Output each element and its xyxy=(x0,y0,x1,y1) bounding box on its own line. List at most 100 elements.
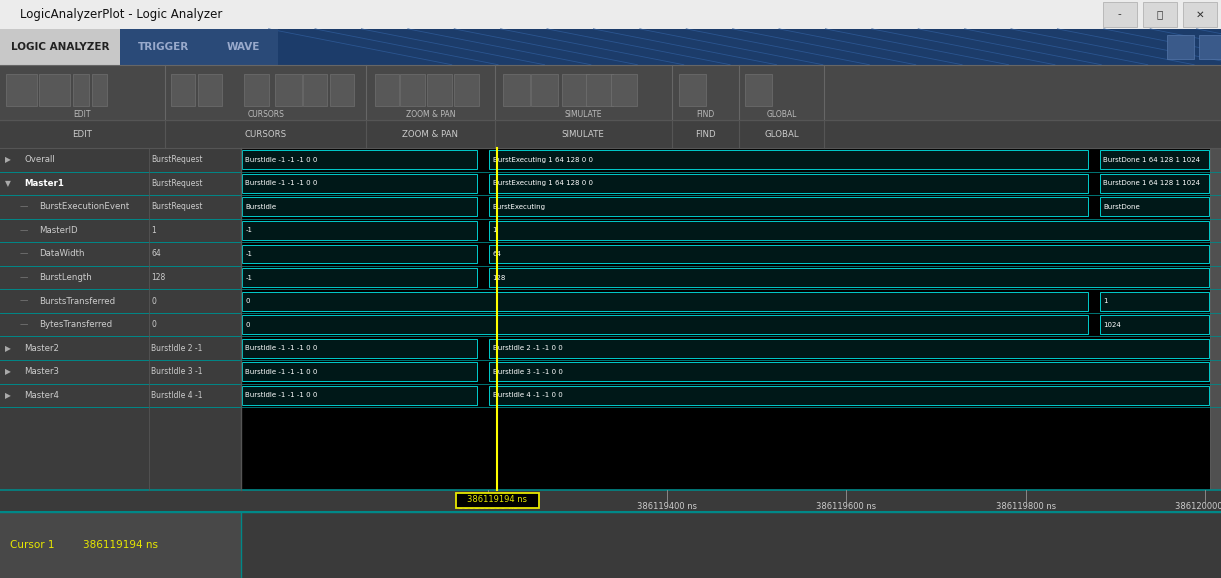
Text: SIMULATE: SIMULATE xyxy=(564,110,602,118)
Bar xyxy=(1210,148,1221,490)
Text: 386119194 ns: 386119194 ns xyxy=(83,540,158,550)
Bar xyxy=(0,512,1221,578)
Text: ✕: ✕ xyxy=(1195,9,1205,20)
Text: ▶: ▶ xyxy=(5,391,11,400)
Text: TRIGGER: TRIGGER xyxy=(138,42,189,52)
Text: -: - xyxy=(1117,9,1122,20)
Bar xyxy=(244,74,269,106)
Text: —: — xyxy=(20,320,28,329)
Text: BurstIdle -1 -1 -1 0 0: BurstIdle -1 -1 -1 0 0 xyxy=(245,180,317,186)
Bar xyxy=(488,150,1088,169)
Text: 386119194 ns: 386119194 ns xyxy=(468,495,527,504)
Text: CURSORS: CURSORS xyxy=(247,110,284,118)
Text: EDIT: EDIT xyxy=(72,129,93,139)
Bar xyxy=(242,150,477,169)
Bar xyxy=(488,221,1209,240)
Text: ▶: ▶ xyxy=(5,344,11,353)
Bar xyxy=(39,74,70,106)
Text: LOGIC ANALYZER: LOGIC ANALYZER xyxy=(11,42,109,52)
Text: Master1: Master1 xyxy=(24,179,65,188)
Bar xyxy=(242,174,477,192)
Bar xyxy=(242,268,477,287)
Text: BurstIdle 4 -1 -1 0 0: BurstIdle 4 -1 -1 0 0 xyxy=(492,392,563,398)
Text: BurstIdle -1 -1 -1 0 0: BurstIdle -1 -1 -1 0 0 xyxy=(245,392,317,398)
Text: BurstIdle 2 -1: BurstIdle 2 -1 xyxy=(151,344,203,353)
Text: 0: 0 xyxy=(245,298,250,304)
Bar xyxy=(275,74,302,106)
Bar xyxy=(488,268,1209,287)
Text: BurstExecuting 1 64 128 0 0: BurstExecuting 1 64 128 0 0 xyxy=(492,157,592,163)
Text: ▶: ▶ xyxy=(5,367,11,376)
Text: BurstIdle 3 -1 -1 0 0: BurstIdle 3 -1 -1 0 0 xyxy=(492,369,563,375)
Bar xyxy=(6,74,37,106)
Bar xyxy=(120,29,208,65)
Text: BurstIdle -1 -1 -1 0 0: BurstIdle -1 -1 -1 0 0 xyxy=(245,369,317,375)
Bar xyxy=(0,512,241,578)
Bar xyxy=(562,74,589,106)
Text: -1: -1 xyxy=(245,251,253,257)
Text: ZOOM & PAN: ZOOM & PAN xyxy=(403,129,458,139)
Text: -1: -1 xyxy=(245,227,253,234)
Text: Master3: Master3 xyxy=(24,367,60,376)
Text: Overall: Overall xyxy=(24,155,55,164)
Text: 1: 1 xyxy=(1104,298,1107,304)
Bar xyxy=(0,0,1221,29)
Bar xyxy=(242,315,1088,334)
Bar xyxy=(171,74,195,106)
Text: FIND: FIND xyxy=(695,129,716,139)
Text: BurstLength: BurstLength xyxy=(39,273,92,282)
Bar xyxy=(241,148,1210,490)
Bar xyxy=(503,74,530,106)
Text: 0: 0 xyxy=(151,320,156,329)
Text: —: — xyxy=(20,202,28,212)
Bar xyxy=(488,362,1209,381)
Bar xyxy=(92,74,107,106)
Text: —: — xyxy=(20,250,28,258)
Bar xyxy=(1167,35,1194,59)
Text: MasterID: MasterID xyxy=(39,226,78,235)
Text: BurstDone 1 64 128 1 1024: BurstDone 1 64 128 1 1024 xyxy=(1104,180,1200,186)
Bar xyxy=(0,490,1221,512)
Bar xyxy=(488,244,1209,264)
Bar xyxy=(488,198,1088,216)
Text: Master2: Master2 xyxy=(24,344,60,353)
Bar xyxy=(400,74,425,106)
Text: 386119800 ns: 386119800 ns xyxy=(996,502,1056,511)
Bar xyxy=(242,292,1088,310)
Bar xyxy=(679,74,706,106)
Text: 386120000 ns: 386120000 ns xyxy=(1175,502,1221,511)
Text: Master4: Master4 xyxy=(24,391,60,400)
Bar xyxy=(0,148,241,490)
Text: 386119400 ns: 386119400 ns xyxy=(637,502,697,511)
Bar xyxy=(242,362,477,381)
Bar xyxy=(488,174,1088,192)
Text: BurstsTransferred: BurstsTransferred xyxy=(39,297,115,306)
Text: BytesTransferred: BytesTransferred xyxy=(39,320,112,329)
Bar xyxy=(1100,174,1209,192)
Text: BurstIdle 4 -1: BurstIdle 4 -1 xyxy=(151,391,203,400)
Text: BurstIdle -1 -1 -1 0 0: BurstIdle -1 -1 -1 0 0 xyxy=(245,157,317,163)
Bar xyxy=(531,74,558,106)
Bar xyxy=(330,74,354,106)
Text: 386119600 ns: 386119600 ns xyxy=(817,502,877,511)
Bar xyxy=(610,74,637,106)
Bar xyxy=(745,74,772,106)
Text: EDIT: EDIT xyxy=(73,110,92,118)
Text: WAVE: WAVE xyxy=(226,42,260,52)
Text: BurstExecutionEvent: BurstExecutionEvent xyxy=(39,202,129,212)
Bar xyxy=(427,74,452,106)
Bar xyxy=(242,339,477,358)
Bar xyxy=(208,29,278,65)
Bar xyxy=(242,244,477,264)
Text: ZOOM & PAN: ZOOM & PAN xyxy=(405,110,455,118)
Text: Cursor 1: Cursor 1 xyxy=(10,540,54,550)
Bar xyxy=(0,120,1221,148)
Bar xyxy=(198,74,222,106)
Text: GLOBAL: GLOBAL xyxy=(767,110,796,118)
Bar xyxy=(1199,35,1221,59)
Bar xyxy=(1143,2,1177,27)
Bar xyxy=(1100,150,1209,169)
Text: BurstIdle -1 -1 -1 0 0: BurstIdle -1 -1 -1 0 0 xyxy=(245,345,317,351)
Text: —: — xyxy=(20,273,28,282)
Text: BurstIdle: BurstIdle xyxy=(245,204,276,210)
